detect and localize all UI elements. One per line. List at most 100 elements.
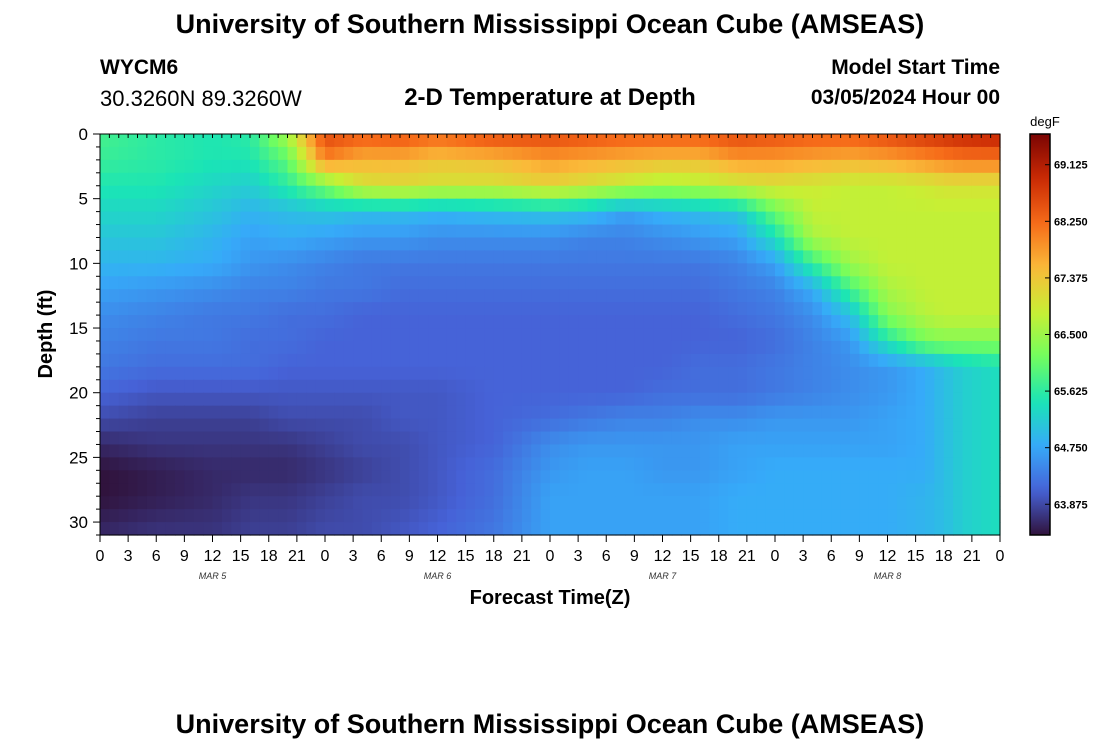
heatmap-cell <box>653 289 664 303</box>
heatmap-cell <box>521 366 532 381</box>
heatmap-cell <box>456 302 467 316</box>
heatmap-cell <box>821 340 832 355</box>
heatmap-cell <box>362 418 373 433</box>
heatmap-cell <box>165 522 176 536</box>
heatmap-cell <box>278 276 289 290</box>
heatmap-cell <box>990 353 1001 368</box>
heatmap-cell <box>287 340 298 355</box>
heatmap-cell <box>334 470 345 484</box>
heatmap-cell <box>925 457 935 471</box>
heatmap-cell <box>268 302 279 316</box>
heatmap-cell <box>137 172 148 187</box>
heatmap-cell <box>625 353 635 368</box>
heatmap-cell <box>728 379 739 394</box>
heatmap-cell <box>371 276 382 290</box>
heatmap-cell <box>850 224 860 239</box>
heatmap-cell <box>278 496 289 510</box>
heatmap-cell <box>643 483 654 497</box>
heatmap-cell <box>484 185 495 200</box>
heatmap-cell <box>193 328 204 342</box>
heatmap-cell <box>709 431 720 446</box>
heatmap-cell <box>212 224 223 239</box>
heatmap-cell <box>540 379 551 394</box>
heatmap-cell <box>568 328 579 342</box>
heatmap-cell <box>662 198 673 213</box>
heatmap-cell <box>915 470 926 484</box>
heatmap-cell <box>578 379 589 394</box>
heatmap-cell <box>690 289 701 303</box>
heatmap-cell <box>493 340 504 355</box>
heatmap-cell <box>343 379 354 394</box>
heatmap-cell <box>709 418 720 433</box>
heatmap-cell <box>662 237 673 252</box>
heatmap-cell <box>896 392 907 407</box>
heatmap-cell <box>634 328 645 342</box>
heatmap-cell <box>934 134 945 148</box>
heatmap-cell <box>118 379 129 394</box>
heatmap-cell <box>765 392 776 407</box>
heatmap-cell <box>475 185 485 200</box>
heatmap-cell <box>240 405 251 420</box>
heatmap-cell <box>559 392 570 407</box>
heatmap-cell <box>559 302 570 316</box>
heatmap-cell <box>409 328 420 342</box>
heatmap-cell <box>306 509 317 523</box>
heatmap-cell <box>418 522 429 536</box>
heatmap-cell <box>887 405 898 420</box>
heatmap-cell <box>784 159 795 174</box>
heatmap-cell <box>193 340 204 355</box>
heatmap-cell <box>718 198 729 213</box>
heatmap-cell <box>859 496 870 510</box>
heatmap-cell <box>700 366 710 381</box>
heatmap-cell <box>456 146 467 161</box>
heatmap-cell <box>325 224 335 239</box>
heatmap-cell <box>915 198 926 213</box>
heatmap-cell <box>325 470 335 484</box>
heatmap-cell <box>165 353 176 368</box>
heatmap-cell <box>793 224 804 239</box>
heatmap-cell <box>231 353 242 368</box>
heatmap-cell <box>287 289 298 303</box>
heatmap-cell <box>296 263 307 277</box>
x-tick-label: 0 <box>96 548 105 565</box>
heatmap-cell <box>437 211 448 226</box>
heatmap-cell <box>315 496 326 510</box>
heatmap-cell <box>325 198 335 213</box>
heatmap-cell <box>606 134 617 148</box>
heatmap-cell <box>493 211 504 226</box>
heatmap-cell <box>606 263 617 277</box>
heatmap-cell <box>859 134 870 148</box>
heatmap-cell <box>793 172 804 187</box>
heatmap-cell <box>540 457 551 471</box>
heatmap-cell <box>306 198 317 213</box>
heatmap-cell <box>990 198 1001 213</box>
heatmap-cell <box>250 185 260 200</box>
y-tick-label: 20 <box>69 384 88 403</box>
heatmap-cell <box>596 289 607 303</box>
heatmap-cell <box>634 509 645 523</box>
heatmap-cell <box>765 250 776 264</box>
heatmap-cell <box>146 496 157 510</box>
y-tick-label: 5 <box>79 190 88 209</box>
heatmap-cell <box>550 509 560 523</box>
heatmap-cell <box>578 146 589 161</box>
heatmap-cell <box>493 328 504 342</box>
heatmap-cell <box>746 379 757 394</box>
heatmap-cell <box>212 483 223 497</box>
heatmap-cell <box>221 159 232 174</box>
heatmap-cell <box>456 328 467 342</box>
colorbar-tick-label: 66.500 <box>1054 330 1088 342</box>
heatmap-cell <box>475 315 485 329</box>
heatmap-cell <box>859 353 870 368</box>
heatmap-cell <box>296 418 307 433</box>
heatmap-cell <box>625 366 635 381</box>
heatmap-cell <box>953 509 964 523</box>
heatmap-cell <box>446 276 457 290</box>
heatmap-cell <box>596 457 607 471</box>
heatmap-cell <box>353 289 364 303</box>
heatmap-cell <box>296 198 307 213</box>
heatmap-cell <box>418 198 429 213</box>
heatmap-cell <box>109 405 120 420</box>
heatmap-cell <box>550 211 560 226</box>
heatmap-cell <box>728 289 739 303</box>
